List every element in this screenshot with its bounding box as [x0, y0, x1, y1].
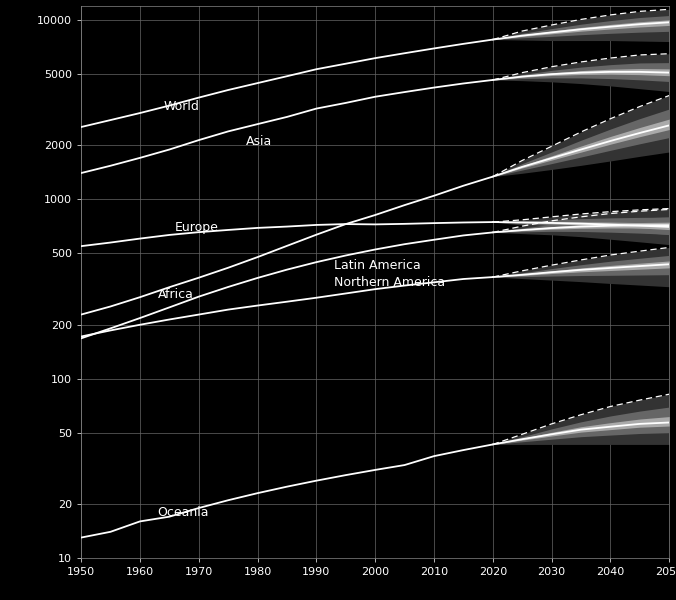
Text: Northern America: Northern America: [334, 276, 445, 289]
Text: Africa: Africa: [158, 288, 193, 301]
Text: Asia: Asia: [246, 135, 272, 148]
Text: Europe: Europe: [175, 221, 219, 234]
Text: Latin America: Latin America: [334, 259, 420, 272]
Text: World: World: [164, 100, 199, 113]
Text: Oceania: Oceania: [158, 506, 209, 519]
